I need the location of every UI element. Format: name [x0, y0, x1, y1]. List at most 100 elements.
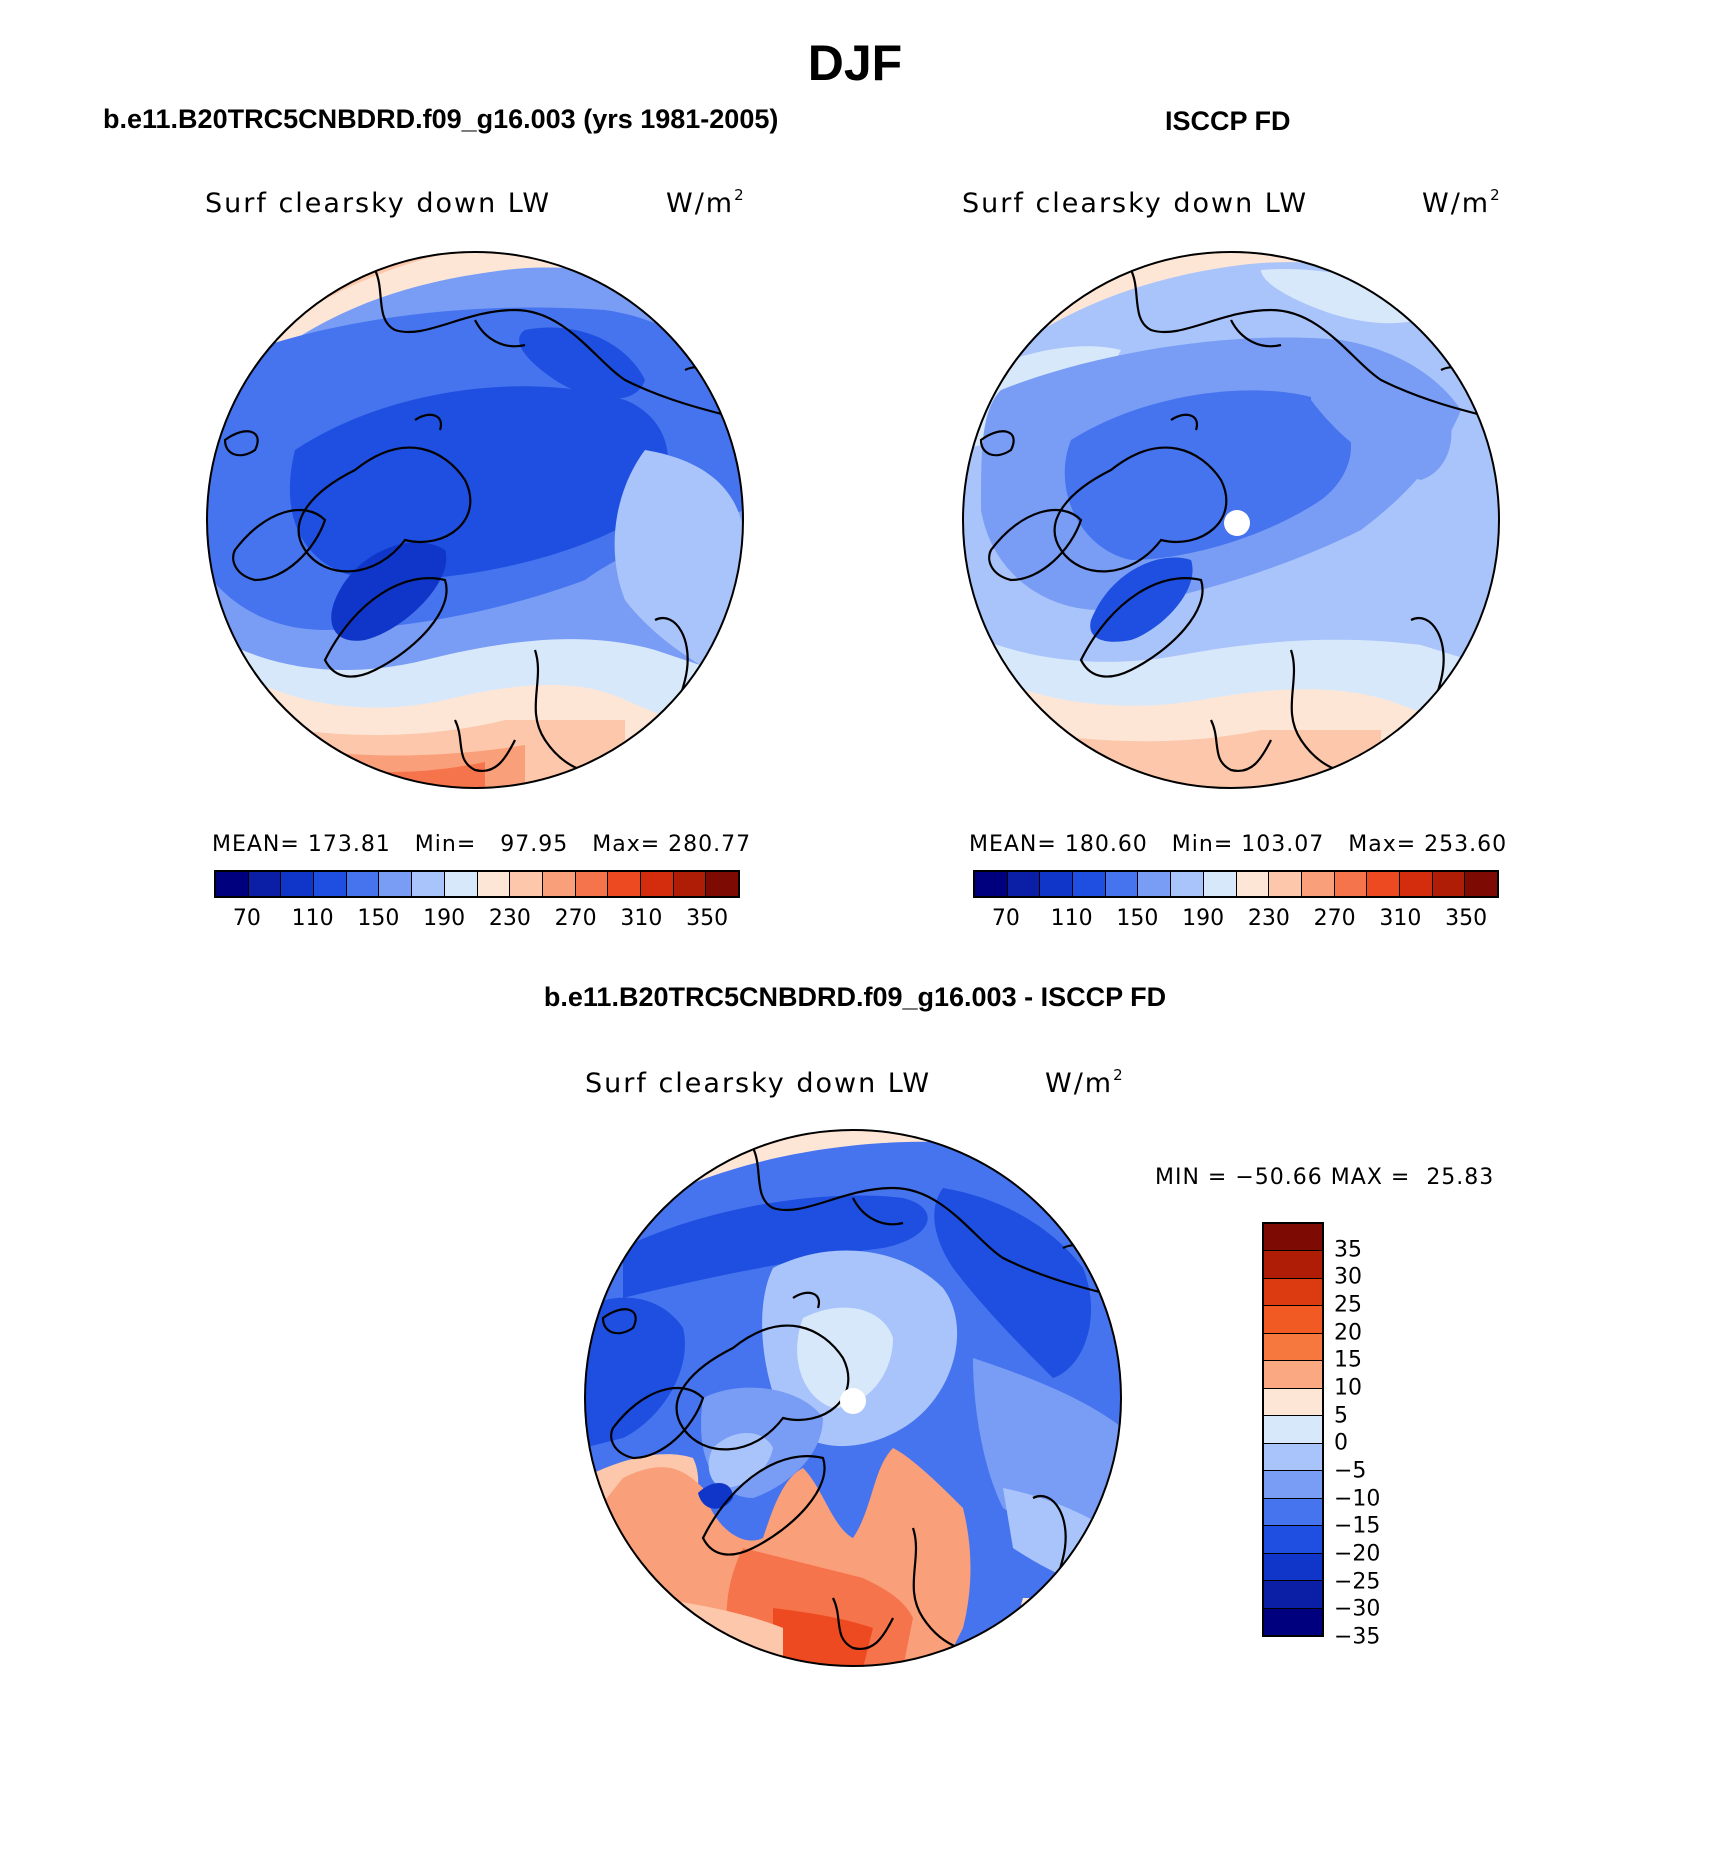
diff-colorbar-tick-label: −30 — [1334, 1596, 1381, 1622]
model-panel-title: b.e11.B20TRC5CNBDRD.f09_g16.003 (yrs 198… — [103, 104, 779, 134]
diff-colorbar-tick-label: −10 — [1334, 1486, 1381, 1512]
diff-polar-map — [584, 1129, 1122, 1667]
diff-colorbar-tick-label: 10 — [1334, 1375, 1362, 1401]
diff-colorbar-tick-label: 25 — [1334, 1292, 1362, 1318]
model-colorbar-tick-label: 110 — [291, 906, 334, 931]
obs-units-label: W/m2 — [1422, 186, 1502, 220]
diff-colorbar-swatch — [1264, 1306, 1322, 1334]
model-colorbar-tick-label: 150 — [357, 906, 400, 931]
obs-colorbar-tick-label: 70 — [991, 906, 1020, 931]
model-variable-label: Surf clearsky down LW — [205, 188, 552, 219]
diff-colorbar-tick-label: −25 — [1334, 1569, 1381, 1595]
model-colorbar-swatch — [412, 872, 445, 896]
model-colorbar-swatch — [673, 872, 707, 896]
diff-colorbar-swatch — [1264, 1333, 1322, 1362]
obs-colorbar-swatch — [1138, 872, 1172, 896]
diff-colorbar-swatch — [1264, 1443, 1322, 1472]
diff-colorbar-tick-label: 30 — [1334, 1264, 1362, 1290]
diff-colorbar-tick-label: 5 — [1334, 1403, 1348, 1429]
obs-colorbar-tick-label: 350 — [1445, 906, 1488, 931]
model-units-label: W/m2 — [666, 186, 746, 220]
obs-colorbar-tick-label: 230 — [1247, 906, 1290, 931]
diff-colorbar-swatch — [1264, 1224, 1322, 1252]
obs-colorbar-tick-label: 110 — [1050, 906, 1093, 931]
model-colorbar-swatch — [379, 872, 413, 896]
model-colorbar-swatch — [542, 872, 576, 896]
model-colorbar-swatch — [248, 872, 282, 896]
diff-units-label: W/m2 — [1045, 1066, 1125, 1100]
model-colorbar-swatch — [706, 872, 738, 896]
obs-colorbar — [973, 870, 1499, 898]
diff-colorbar-tick-label: 35 — [1334, 1237, 1362, 1263]
diff-colorbar-swatch — [1264, 1553, 1322, 1582]
obs-colorbar-swatch — [1236, 872, 1270, 896]
obs-colorbar-swatch — [1073, 872, 1106, 896]
obs-colorbar-swatch — [1203, 872, 1237, 896]
model-colorbar-swatch — [477, 872, 511, 896]
obs-stats: MEAN= 180.60 Min= 103.07 Max= 253.60 — [969, 832, 1508, 857]
obs-colorbar-swatch — [1171, 872, 1204, 896]
obs-colorbar-tick-label: 150 — [1116, 906, 1159, 931]
diff-panel-title: b.e11.B20TRC5CNBDRD.f09_g16.003 - ISCCP … — [543, 982, 1167, 1012]
obs-colorbar-swatch — [1465, 872, 1497, 896]
diff-colorbar-tick-label: −15 — [1334, 1513, 1381, 1539]
model-colorbar-tick-label: 190 — [423, 906, 466, 931]
model-colorbar-swatch — [575, 872, 609, 896]
model-stats: MEAN= 173.81 Min= 97.95 Max= 280.77 — [212, 832, 752, 857]
obs-colorbar-tick-label: 270 — [1313, 906, 1356, 931]
obs-colorbar-swatch — [1269, 872, 1302, 896]
model-colorbar-swatch — [510, 872, 543, 896]
diff-colorbar-tick-label: −20 — [1334, 1541, 1381, 1567]
diff-colorbar-ticks: 35 30 25 20 15 10 5 0 −5 −10 −15 −20 −25 −30 −35 — [1334, 1222, 1414, 1649]
obs-colorbar-swatch — [1040, 872, 1074, 896]
obs-colorbar-swatch — [1367, 872, 1400, 896]
model-colorbar-ticks: 70 110 150 190 230 270 310 350 — [214, 906, 740, 936]
diff-colorbar-swatch — [1264, 1416, 1322, 1444]
diff-colorbar — [1262, 1222, 1324, 1637]
diff-colorbar-swatch — [1264, 1471, 1322, 1499]
model-polar-map — [206, 251, 744, 789]
obs-colorbar-tick-label: 190 — [1182, 906, 1225, 931]
obs-colorbar-swatch — [975, 872, 1008, 896]
diff-colorbar-swatch — [1264, 1361, 1322, 1389]
diff-colorbar-tick-label: −35 — [1334, 1624, 1381, 1650]
obs-colorbar-swatch — [1301, 872, 1335, 896]
obs-colorbar-swatch — [1334, 872, 1368, 896]
diff-colorbar-swatch — [1264, 1581, 1322, 1609]
model-colorbar — [214, 870, 740, 898]
model-colorbar-tick-label: 70 — [232, 906, 261, 931]
model-colorbar-tick-label: 270 — [554, 906, 597, 931]
obs-colorbar-ticks: 70 110 150 190 230 270 310 350 — [973, 906, 1499, 936]
obs-colorbar-swatch — [1007, 872, 1041, 896]
obs-colorbar-swatch — [1399, 872, 1433, 896]
diff-colorbar-tick-label: 0 — [1334, 1430, 1348, 1456]
obs-panel-title: ISCCP FD — [1165, 106, 1291, 136]
model-colorbar-tick-label: 310 — [620, 906, 663, 931]
model-colorbar-swatch — [216, 872, 249, 896]
obs-variable-label: Surf clearsky down LW — [962, 188, 1309, 219]
model-colorbar-swatch — [444, 872, 478, 896]
diff-colorbar-swatch — [1264, 1498, 1322, 1527]
diff-colorbar-swatch — [1264, 1608, 1322, 1636]
diff-variable-label: Surf clearsky down LW — [585, 1068, 932, 1099]
diff-colorbar-tick-label: 15 — [1334, 1347, 1362, 1373]
model-colorbar-swatch — [314, 872, 347, 896]
model-colorbar-tick-label: 350 — [686, 906, 729, 931]
diff-colorbar-swatch — [1264, 1278, 1322, 1307]
obs-polar-map — [962, 251, 1500, 789]
model-colorbar-swatch — [346, 872, 380, 896]
model-colorbar-swatch — [608, 872, 641, 896]
figure-title: DJF — [807, 35, 903, 91]
diff-colorbar-swatch — [1264, 1251, 1322, 1279]
obs-colorbar-tick-label: 310 — [1379, 906, 1422, 931]
model-colorbar-swatch — [640, 872, 674, 896]
obs-colorbar-swatch — [1105, 872, 1139, 896]
obs-colorbar-swatch — [1432, 872, 1466, 896]
diff-colorbar-tick-label: 20 — [1334, 1320, 1362, 1346]
diff-colorbar-tick-label: −5 — [1334, 1458, 1367, 1484]
diff-colorbar-swatch — [1264, 1388, 1322, 1417]
model-colorbar-tick-label: 230 — [488, 906, 531, 931]
diff-colorbar-swatch — [1264, 1526, 1322, 1554]
diff-stats: MIN = −50.66 MAX = 25.83 — [1155, 1165, 1495, 1190]
model-colorbar-swatch — [281, 872, 315, 896]
